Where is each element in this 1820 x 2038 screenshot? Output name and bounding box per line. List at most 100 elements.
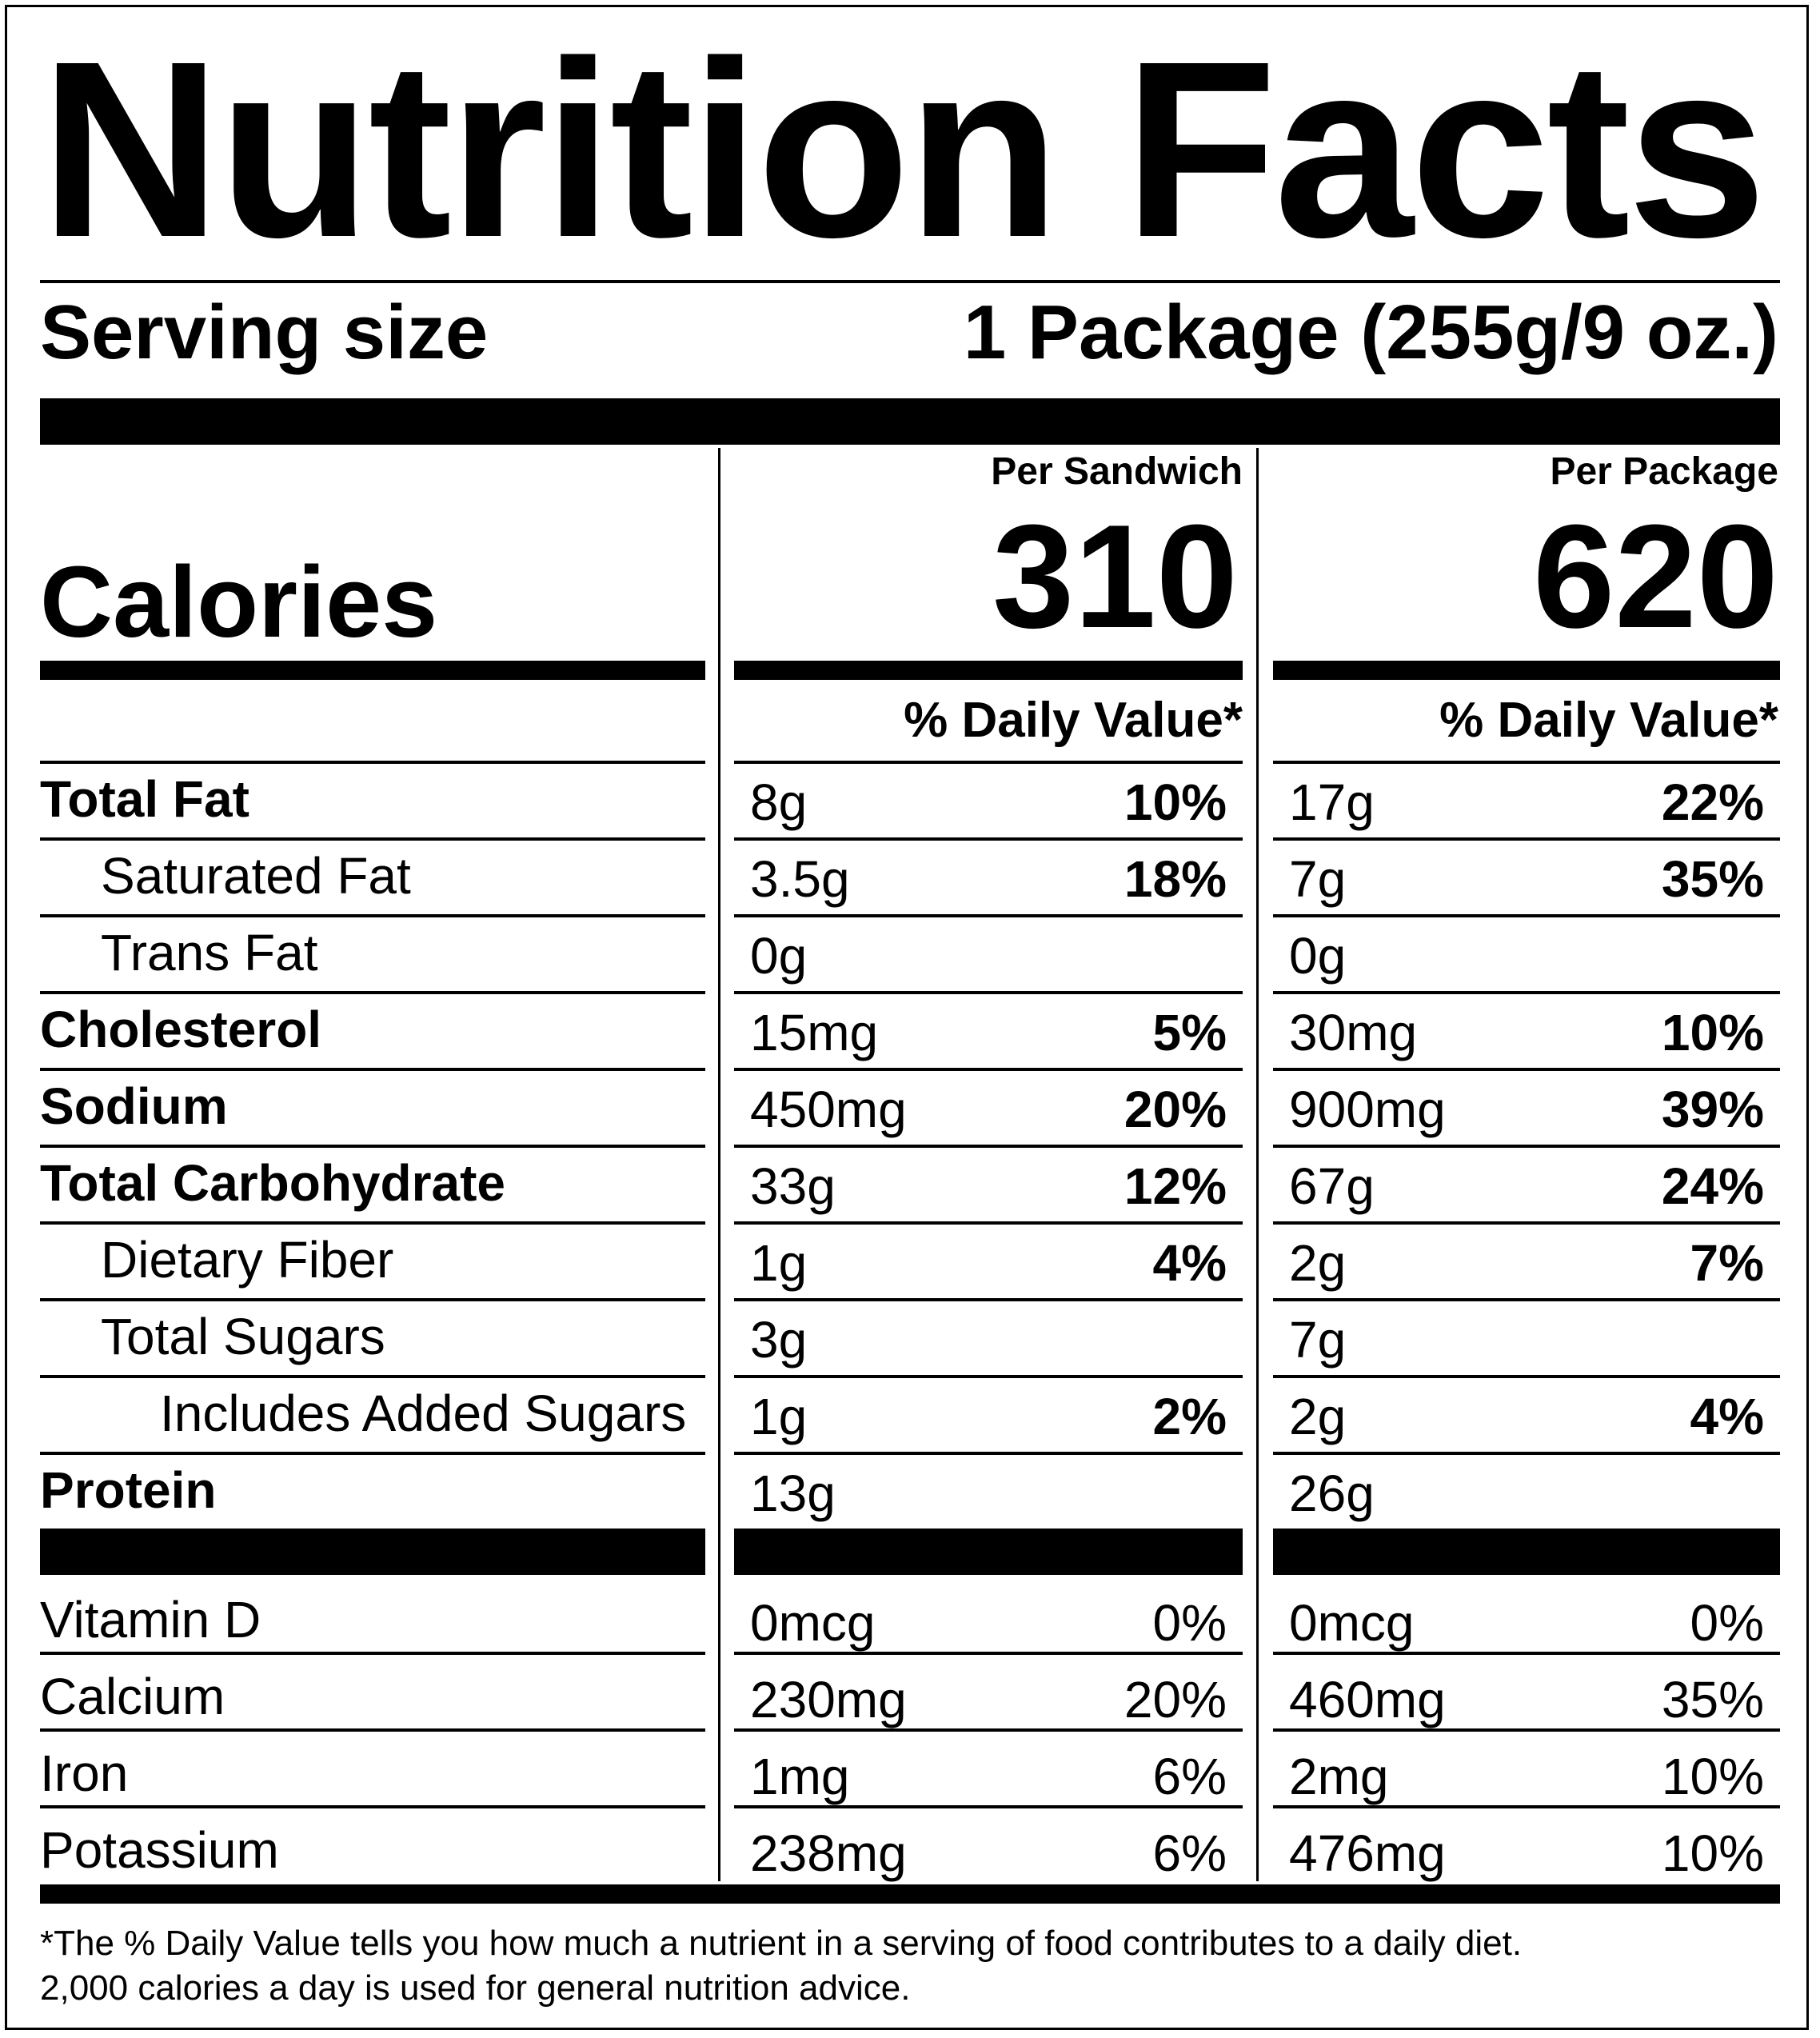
row-divider-sandwich xyxy=(734,1221,1243,1225)
sandwich-amount: 450mg xyxy=(750,1081,907,1138)
calories-bar-sandwich xyxy=(734,661,1243,680)
protein-thick-bar-sandwich xyxy=(734,1528,1243,1575)
row-divider-package xyxy=(1273,991,1780,994)
package-amount: 476mg xyxy=(1289,1824,1446,1882)
column-divider-package xyxy=(1256,448,1259,1881)
column-divider-sandwich xyxy=(718,448,720,1881)
package-daily-value: 39% xyxy=(1661,1081,1764,1138)
bottom-bar xyxy=(40,1884,1780,1904)
row-divider-label xyxy=(40,1221,705,1225)
sandwich-daily-value: 4% xyxy=(1152,1234,1227,1292)
calories-label: Calories xyxy=(40,545,438,658)
nutrient-label: Iron xyxy=(40,1744,129,1802)
row-divider-label xyxy=(40,1728,705,1732)
package-daily-value: 35% xyxy=(1661,850,1764,908)
sandwich-amount: 3g xyxy=(750,1311,808,1369)
row-divider-package xyxy=(1273,1728,1780,1732)
package-daily-value: 35% xyxy=(1661,1671,1764,1728)
per-sandwich-heading: Per Sandwich xyxy=(991,450,1243,493)
footnote-line-2: 2,000 calories a day is used for general… xyxy=(40,1968,911,2008)
sandwich-daily-value: 6% xyxy=(1152,1824,1227,1882)
row-divider-sandwich xyxy=(734,1728,1243,1732)
row-divider-label xyxy=(40,1298,705,1301)
nutrient-label: Trans Fat xyxy=(101,924,318,981)
sandwich-daily-value: 10% xyxy=(1124,773,1227,831)
package-daily-value: 7% xyxy=(1690,1234,1765,1292)
nutrient-label: Total Carbohydrate xyxy=(40,1154,505,1212)
package-amount: 0g xyxy=(1289,927,1347,985)
row-divider-label xyxy=(40,1805,705,1808)
package-amount: 17g xyxy=(1289,773,1375,831)
protein-thick-bar-package xyxy=(1273,1528,1780,1575)
row-divider-label xyxy=(40,1375,705,1378)
package-daily-value: 10% xyxy=(1661,1004,1764,1061)
row-divider-sandwich xyxy=(734,1068,1243,1071)
nutrient-label: Potassium xyxy=(40,1821,279,1879)
sandwich-amount: 1g xyxy=(750,1388,808,1445)
row-divider-label xyxy=(40,914,705,917)
sandwich-amount: 8g xyxy=(750,773,808,831)
nutrient-label: Calcium xyxy=(40,1668,226,1725)
sandwich-amount: 0mcg xyxy=(750,1594,876,1652)
nutrient-label: Sodium xyxy=(40,1077,228,1135)
row-divider-package xyxy=(1273,1452,1780,1455)
row-divider-label xyxy=(40,1452,705,1455)
sandwich-amount: 13g xyxy=(750,1465,836,1522)
package-daily-value: 10% xyxy=(1661,1824,1764,1882)
serving-size-label: Serving size xyxy=(40,290,489,375)
row-divider-package xyxy=(1273,1298,1780,1301)
nutrient-label: Includes Added Sugars xyxy=(160,1385,687,1442)
row-divider-label xyxy=(40,1068,705,1071)
package-daily-value: 10% xyxy=(1661,1748,1764,1805)
row-divider-package xyxy=(1273,1221,1780,1225)
calories-bar-label xyxy=(40,661,705,680)
row-divider-sandwich xyxy=(734,1375,1243,1378)
package-daily-value: 22% xyxy=(1661,773,1764,831)
package-daily-value: 24% xyxy=(1661,1157,1764,1215)
sandwich-amount: 1g xyxy=(750,1234,808,1292)
daily-value-heading-package: % Daily Value* xyxy=(1439,693,1778,748)
row-divider-package xyxy=(1273,1652,1780,1655)
nutrient-label: Total Sugars xyxy=(101,1308,385,1365)
per-package-heading: Per Package xyxy=(1550,450,1778,493)
sandwich-amount: 1mg xyxy=(750,1748,850,1805)
package-daily-value: 0% xyxy=(1690,1594,1765,1652)
package-amount: 67g xyxy=(1289,1157,1375,1215)
row-divider-package xyxy=(1273,761,1780,764)
row-divider-sandwich xyxy=(734,1452,1243,1455)
package-daily-value: 4% xyxy=(1690,1388,1765,1445)
calories-per-sandwich: 310 xyxy=(992,494,1238,658)
calories-per-package: 620 xyxy=(1533,494,1778,658)
package-amount: 900mg xyxy=(1289,1081,1446,1138)
sandwich-amount: 0g xyxy=(750,927,808,985)
nutrient-label: Total Fat xyxy=(40,770,249,828)
row-divider-sandwich xyxy=(734,761,1243,764)
row-divider-sandwich xyxy=(734,991,1243,994)
sandwich-amount: 33g xyxy=(750,1157,836,1215)
nutrient-label: Cholesterol xyxy=(40,1001,322,1058)
row-divider-package xyxy=(1273,1375,1780,1378)
sandwich-amount: 3.5g xyxy=(750,850,850,908)
package-amount: 0mcg xyxy=(1289,1594,1415,1652)
sandwich-daily-value: 6% xyxy=(1152,1748,1227,1805)
title-divider xyxy=(40,280,1780,283)
sandwich-daily-value: 5% xyxy=(1152,1004,1227,1061)
row-divider-package xyxy=(1273,1068,1780,1071)
sandwich-amount: 230mg xyxy=(750,1671,907,1728)
package-amount: 26g xyxy=(1289,1465,1375,1522)
package-amount: 7g xyxy=(1289,1311,1347,1369)
row-divider-label xyxy=(40,1652,705,1655)
package-amount: 2g xyxy=(1289,1234,1347,1292)
package-amount: 7g xyxy=(1289,850,1347,908)
row-divider-sandwich xyxy=(734,914,1243,917)
row-divider-label xyxy=(40,1145,705,1148)
row-divider-sandwich xyxy=(734,1652,1243,1655)
row-divider-package xyxy=(1273,1805,1780,1808)
sandwich-amount: 15mg xyxy=(750,1004,879,1061)
label-frame xyxy=(5,5,1809,2030)
nutrient-label: Protein xyxy=(40,1461,217,1519)
serving-thick-bar xyxy=(40,398,1780,445)
row-divider-sandwich xyxy=(734,837,1243,841)
nutrient-label: Dietary Fiber xyxy=(101,1231,394,1289)
package-amount: 2g xyxy=(1289,1388,1347,1445)
